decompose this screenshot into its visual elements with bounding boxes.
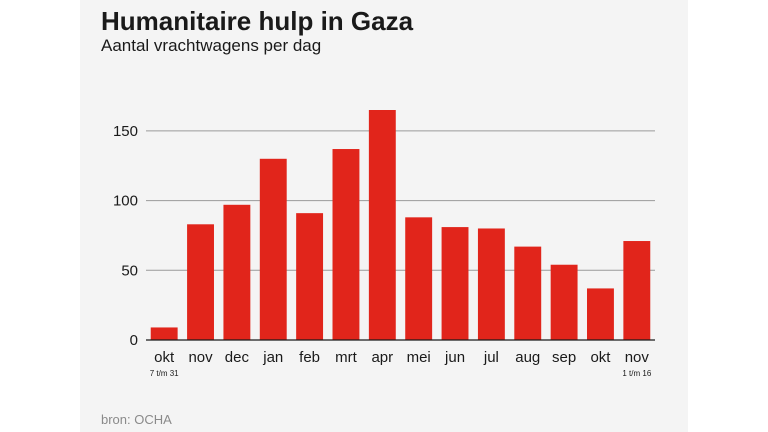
x-tick-label: nov [625, 349, 650, 366]
x-tick-label: sep [552, 349, 576, 366]
bar-jul [477, 228, 505, 340]
x-tick-label: nov [188, 349, 213, 366]
bars [150, 110, 651, 340]
chart-subtitle: Aantal vrachtwagens per dag [101, 36, 322, 55]
x-tick-label: mei [407, 349, 431, 366]
x-tick-label: mrt [335, 349, 357, 366]
x-tick-label: okt [154, 349, 175, 366]
y-tick-label: 100 [113, 193, 138, 210]
chart-title: Humanitaire hulp in Gaza [101, 6, 414, 36]
bar-mei [405, 217, 433, 340]
bar-feb [296, 213, 324, 340]
x-tick-label: dec [225, 349, 250, 366]
bar-jan [259, 158, 287, 340]
bar-apr [368, 110, 396, 340]
bar-sep [550, 264, 578, 340]
y-axis-ticks: 0 50 100 150 [113, 123, 138, 349]
x-tick-sublabel: 7 t/m 31 [150, 369, 179, 378]
gridlines [146, 130, 655, 271]
x-tick-label: jul [483, 349, 499, 366]
source-note: bron: OCHA [101, 412, 172, 427]
bar-nov [187, 224, 214, 340]
y-tick-label: 0 [130, 332, 138, 349]
x-tick-label: aug [515, 349, 540, 366]
bar-okt [587, 288, 614, 340]
x-tick-label: jun [444, 349, 465, 366]
bar-jun [441, 227, 469, 340]
y-tick-label: 150 [113, 123, 138, 140]
bar-dec [223, 204, 251, 340]
x-tick-label: okt [590, 349, 611, 366]
bar-okt [150, 327, 178, 340]
bar-nov [623, 241, 651, 340]
y-tick-label: 50 [121, 262, 138, 279]
x-tick-label: jan [262, 349, 283, 366]
x-tick-label: feb [299, 349, 320, 366]
bar-mrt [332, 149, 360, 340]
x-tick-label: apr [371, 349, 393, 366]
x-tick-sublabel: 1 t/m 16 [622, 369, 651, 378]
bar-aug [514, 246, 542, 340]
